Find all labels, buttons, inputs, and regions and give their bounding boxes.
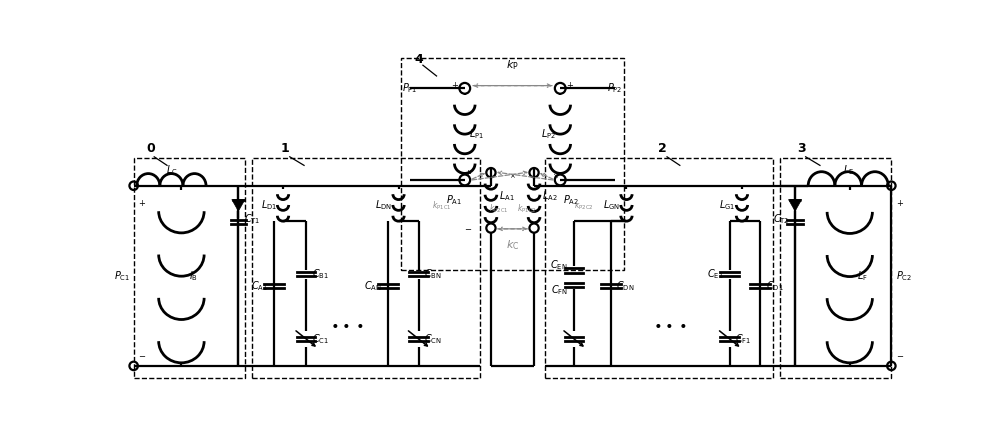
Text: $L_{\rm GN}$: $L_{\rm GN}$ [603,198,620,212]
Text: $\times$: $\times$ [509,171,516,180]
Text: $+$: $+$ [896,198,904,208]
Text: $C_{\rm E1}$: $C_{\rm E1}$ [707,267,723,281]
Text: $L_{\rm G1}$: $L_{\rm G1}$ [719,198,736,212]
Text: $L_{\rm P2}$: $L_{\rm P2}$ [541,127,556,141]
Text: $L_{\rm A2}$: $L_{\rm A2}$ [542,190,557,203]
Bar [545,158,773,378]
Text: $k_{\rm P1C2}$: $k_{\rm P1C2}$ [517,203,536,215]
Polygon shape [232,200,245,211]
Text: 4: 4 [414,52,423,66]
Text: $C_{\rm F1}$: $C_{\rm F1}$ [735,332,751,346]
Text: $L_{\rm D1}$: $L_{\rm D1}$ [261,198,277,212]
Text: $C_{\rm A1}$: $C_{\rm A1}$ [251,279,268,293]
Text: 2: 2 [658,142,667,155]
Polygon shape [789,200,802,211]
Text: $I_{\rm B}$: $I_{\rm B}$ [189,270,198,283]
Text: $k_{\rm C}$: $k_{\rm C}$ [506,238,519,252]
Text: $+$: $+$ [464,168,472,178]
Text: $L_{\rm DN}$: $L_{\rm DN}$ [375,198,392,212]
Text: $P_{\rm A1}$: $P_{\rm A1}$ [446,194,462,207]
Text: $C_{\rm B1}$: $C_{\rm B1}$ [312,267,329,281]
Text: 3: 3 [797,142,806,155]
Text: $\bullet\bullet\bullet$: $\bullet\bullet\bullet$ [653,317,687,330]
Text: $C_{\rm T2}$: $C_{\rm T2}$ [773,212,790,226]
Text: $C_{\rm C1}$: $C_{\rm C1}$ [312,332,329,346]
Text: $+$: $+$ [451,80,459,90]
Text: $C_{\rm CN}$: $C_{\rm CN}$ [424,332,442,346]
Text: $+$: $+$ [138,198,146,208]
Text: $P_{\rm P2}$: $P_{\rm P2}$ [607,81,623,95]
Bar [134,158,245,378]
Text: $k_{\rm P1C1}$: $k_{\rm P1C1}$ [432,200,451,212]
Text: $P_{\rm P1}$: $P_{\rm P1}$ [402,81,418,95]
Text: 1: 1 [281,142,290,155]
Text: $C_{\rm D1}$: $C_{\rm D1}$ [766,279,784,293]
Text: $k_{\rm P2C1}$: $k_{\rm P2C1}$ [489,203,508,215]
Text: $C_{\rm T1}$: $C_{\rm T1}$ [244,212,260,226]
Text: $-$: $-$ [138,350,146,359]
Text: $L_{\rm A1}$: $L_{\rm A1}$ [499,190,514,203]
Bar [780,158,891,378]
Text: $k_{\rm P}$: $k_{\rm P}$ [506,58,519,71]
Text: $C_{\rm EN}$: $C_{\rm EN}$ [550,258,568,272]
Text: $L_{\rm E}$: $L_{\rm E}$ [843,163,854,177]
Text: $P_{\rm C1}$: $P_{\rm C1}$ [114,269,131,283]
Text: $P_{\rm C2}$: $P_{\rm C2}$ [896,269,912,283]
Text: $C_{\rm BN}$: $C_{\rm BN}$ [424,267,442,281]
Text: $C_{\rm DN}$: $C_{\rm DN}$ [616,279,635,293]
Text: $-$: $-$ [896,350,904,359]
Text: $L_{\rm F}$: $L_{\rm F}$ [857,270,868,283]
Text: $C_{\rm FN}$: $C_{\rm FN}$ [551,284,568,297]
Text: $-$: $-$ [464,223,472,232]
Text: $L_{\rm P1}$: $L_{\rm P1}$ [469,127,485,141]
Text: $k_{\rm P2C2}$: $k_{\rm P2C2}$ [574,200,593,212]
Text: $C_{\rm AN}$: $C_{\rm AN}$ [364,279,382,293]
Text: $\bullet\bullet\bullet$: $\bullet\bullet\bullet$ [330,317,364,330]
Text: $+$: $+$ [566,80,574,90]
Text: 0: 0 [146,142,155,155]
Bar [401,58,624,270]
Text: $L_{\rm C}$: $L_{\rm C}$ [166,163,177,177]
Text: $-$: $-$ [566,179,574,188]
Text: $-$: $-$ [451,179,459,188]
Text: $\times$: $\times$ [552,171,559,180]
Text: $P_{\rm A2}$: $P_{\rm A2}$ [563,194,579,207]
Bar [252,158,480,378]
